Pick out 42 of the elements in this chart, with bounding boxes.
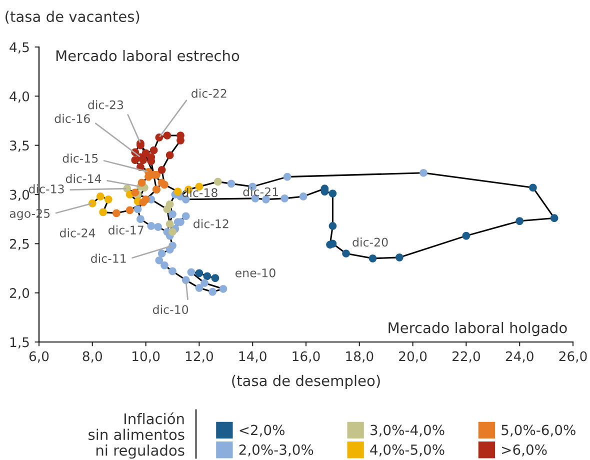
y-tick-label: 2,0 <box>10 288 30 300</box>
legend-title: Inflación sin alimentos ni regulados <box>88 412 184 459</box>
x-tick-label: 12,0 <box>186 351 214 363</box>
x-tick-label: 20,0 <box>399 351 427 363</box>
annotation: dic-15 <box>62 154 98 163</box>
annotation: dic-20 <box>352 238 388 247</box>
x-tick-label: 22,0 <box>452 351 480 363</box>
annotation: ene-10 <box>236 268 276 278</box>
annotation: Mercado laboral holgado <box>388 322 567 336</box>
x-tick-label: 24,0 <box>506 351 534 363</box>
y-tick-label: 3,0 <box>10 190 30 202</box>
annotation: dic-24 <box>60 228 96 238</box>
x-axis-title: (tasa de desempleo) <box>232 374 380 390</box>
y-tick-label: 1,5 <box>10 337 29 349</box>
y-axis-title: (tasa de vacantes) <box>6 10 140 24</box>
annotation: dic-11 <box>90 254 126 263</box>
annotation: dic-16 <box>54 114 90 124</box>
x-tick-label: 16,0 <box>292 351 320 363</box>
annotation: dic-22 <box>192 88 226 98</box>
legend-label: >6,0% <box>502 444 547 456</box>
x-tick-label: 10,0 <box>132 351 160 363</box>
x-tick-label: 18,0 <box>346 351 374 363</box>
annotation: dic-14 <box>66 174 102 184</box>
annotation: dic-21 <box>243 187 278 196</box>
x-tick-label: 6,0 <box>29 351 49 363</box>
annotation: dic-23 <box>88 100 124 110</box>
legend-label: <2,0% <box>240 424 284 437</box>
annotation: dic-17 <box>108 225 144 235</box>
annotation: dic-10 <box>152 304 188 314</box>
y-tick-label: 4,0 <box>10 91 30 103</box>
annotation: dic-12 <box>194 219 228 228</box>
legend-label: 2,0%-3,0% <box>239 444 314 456</box>
legend-label: 3,0%-4,0% <box>370 424 444 437</box>
y-tick-label: 2,5 <box>10 238 29 250</box>
x-tick-label: 14,0 <box>239 351 266 363</box>
legend-label: 4,0%-5,0% <box>370 444 444 456</box>
y-tick-label: 4,5 <box>10 42 29 54</box>
annotation: Mercado laboral estrecho <box>56 50 240 62</box>
x-tick-label: 26,0 <box>559 351 587 363</box>
y-tick-label: 3,5 <box>10 140 29 152</box>
legend-label: 5,0%-6,0% <box>502 424 576 437</box>
x-tick-label: 8,0 <box>82 351 102 363</box>
